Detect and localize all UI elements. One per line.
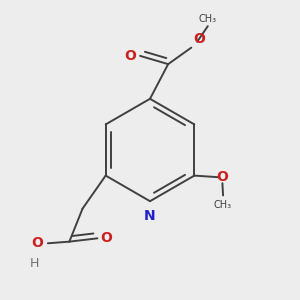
Text: O: O bbox=[31, 236, 43, 250]
Text: CH₃: CH₃ bbox=[214, 200, 232, 210]
Text: O: O bbox=[101, 231, 112, 245]
Text: CH₃: CH₃ bbox=[199, 14, 217, 23]
Text: O: O bbox=[217, 170, 228, 184]
Text: O: O bbox=[193, 32, 205, 46]
Text: O: O bbox=[124, 49, 136, 63]
Text: N: N bbox=[144, 209, 156, 224]
Text: H: H bbox=[30, 256, 39, 269]
